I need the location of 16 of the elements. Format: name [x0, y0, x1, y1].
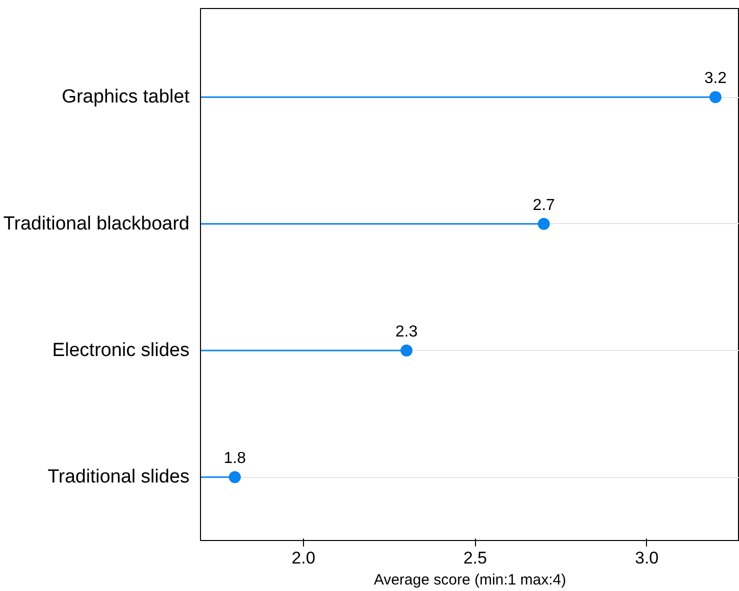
- y-tick-label: Graphics tablet: [62, 86, 190, 108]
- point: [538, 218, 550, 230]
- y-tick-label: Traditional blackboard: [3, 213, 190, 234]
- data-label: 2.3: [395, 324, 418, 340]
- data-label: 3.2: [704, 70, 727, 88]
- x-tick-label: 2.5: [463, 548, 487, 568]
- point: [228, 471, 241, 484]
- data-label: 1.8: [224, 450, 246, 468]
- y-tick-label: Electronic slides: [52, 340, 190, 361]
- y-tick-label: Traditional slides: [48, 466, 190, 488]
- data-label: 2.7: [532, 196, 556, 214]
- x-tick-label: 3.0: [634, 548, 659, 568]
- x-tick-label: 2.0: [292, 548, 316, 568]
- x-axis-title: Average score (min:1 max:4): [374, 572, 566, 588]
- point: [709, 91, 722, 104]
- point: [400, 344, 412, 356]
